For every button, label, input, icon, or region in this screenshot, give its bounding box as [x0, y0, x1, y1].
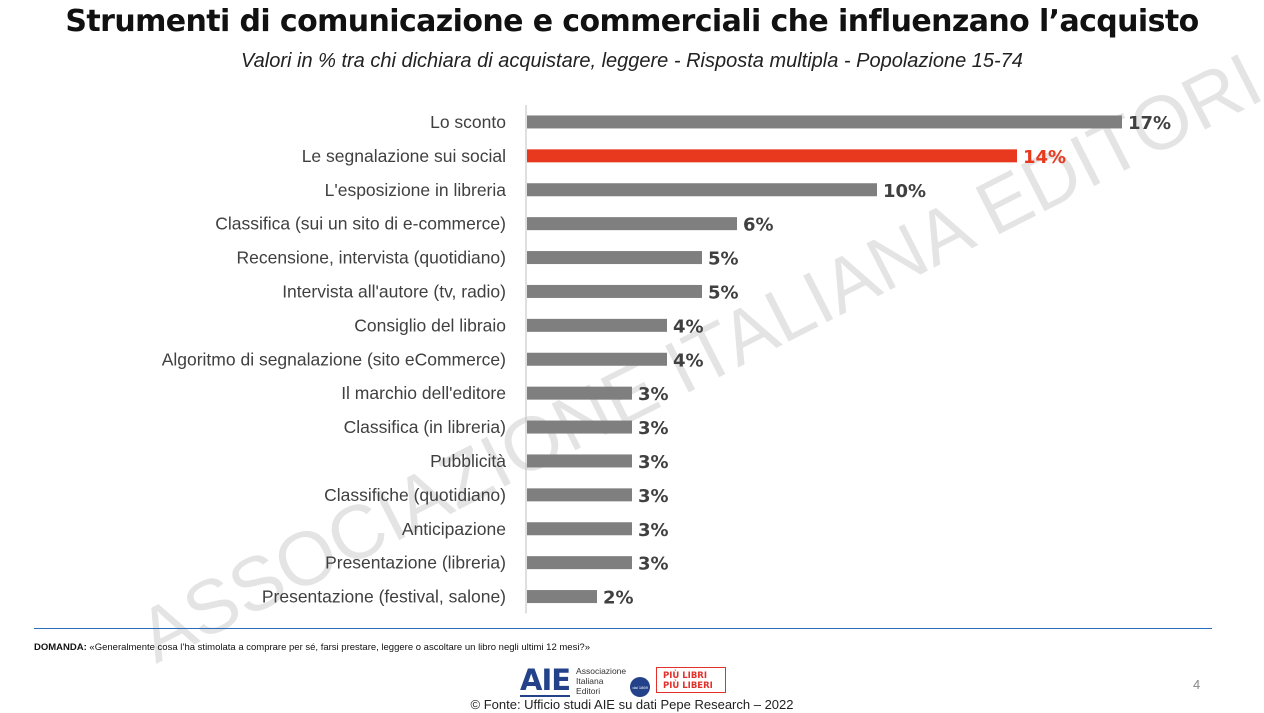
footer-divider	[34, 628, 1212, 629]
data-label: 4%	[673, 350, 704, 371]
bar	[527, 217, 737, 231]
data-label: 14%	[1023, 147, 1066, 168]
question-label: DOMANDA:	[34, 642, 87, 653]
data-label: 17%	[1128, 113, 1171, 134]
bar	[527, 522, 632, 536]
bar	[527, 251, 702, 265]
data-label: 3%	[638, 520, 669, 541]
data-label: 3%	[638, 418, 669, 439]
data-label: 10%	[883, 181, 926, 202]
bar	[527, 115, 1122, 129]
bar	[527, 454, 632, 468]
aie-seal-icon: dal 1869	[630, 677, 651, 697]
piu-libri-piu-liberi-logo: PIÙ LIBRI PIÙ LIBERI	[656, 667, 726, 693]
aie-logo-text: Associazione Italiana Editori	[576, 666, 627, 696]
category-label: Lo sconto	[430, 112, 506, 132]
data-label: 4%	[673, 316, 704, 337]
aie-logo-mark: AIE	[520, 663, 571, 697]
category-label: Presentazione (festival, salone)	[262, 587, 506, 607]
category-label: Consiglio del libraio	[354, 315, 506, 335]
data-label: 3%	[638, 486, 669, 507]
data-label: 2%	[603, 588, 634, 609]
category-label: Classifica (sui un sito di e-commerce)	[215, 214, 506, 234]
data-label: 5%	[708, 282, 739, 303]
page-number: 4	[1193, 677, 1201, 692]
category-label: Pubblicità	[430, 451, 506, 471]
category-label: Recensione, intervista (quotidiano)	[237, 248, 506, 268]
survey-question: DOMANDA: «Generalmente cosa l’ha stimola…	[34, 642, 590, 653]
bar	[527, 556, 632, 570]
highlighted-bar	[527, 149, 1017, 163]
bar	[527, 488, 632, 502]
page-subtitle: Valori in % tra chi dichiara di acquista…	[241, 50, 1023, 72]
category-label: Le segnalazione sui social	[302, 146, 506, 166]
data-label: 6%	[743, 215, 774, 236]
category-label: Intervista all'autore (tv, radio)	[282, 281, 506, 301]
category-label: Il marchio dell'editore	[341, 383, 506, 403]
bar	[527, 420, 632, 434]
aie-logo: AIE Associazione Italiana Editori dal 18…	[520, 663, 651, 698]
data-label: 3%	[638, 452, 669, 473]
category-label: Presentazione (libreria)	[325, 553, 506, 573]
category-label: Algoritmo di segnalazione (sito eCommerc…	[162, 349, 506, 369]
bar	[527, 284, 702, 298]
category-label: Anticipazione	[402, 519, 506, 539]
category-label: Classifiche (quotidiano)	[324, 485, 506, 505]
bar	[527, 590, 597, 604]
category-label: Classifica (in libreria)	[344, 417, 506, 437]
bar	[527, 386, 632, 400]
page-title: Strumenti di comunicazione e commerciali…	[65, 4, 1199, 39]
data-label: 3%	[638, 384, 669, 405]
data-label: 5%	[708, 249, 739, 270]
category-label: L'esposizione in libreria	[325, 180, 507, 200]
source-note: © Fonte: Ufficio studi AIE su dati Pepe …	[470, 697, 794, 712]
question-text: «Generalmente cosa l’ha stimolata a comp…	[89, 642, 591, 653]
bar-chart: Lo sconto 17% Le segnalazione sui social 14…	[162, 105, 1171, 614]
data-label: 3%	[638, 554, 669, 575]
bar	[527, 318, 667, 332]
bar	[527, 183, 877, 197]
bar	[527, 352, 667, 366]
